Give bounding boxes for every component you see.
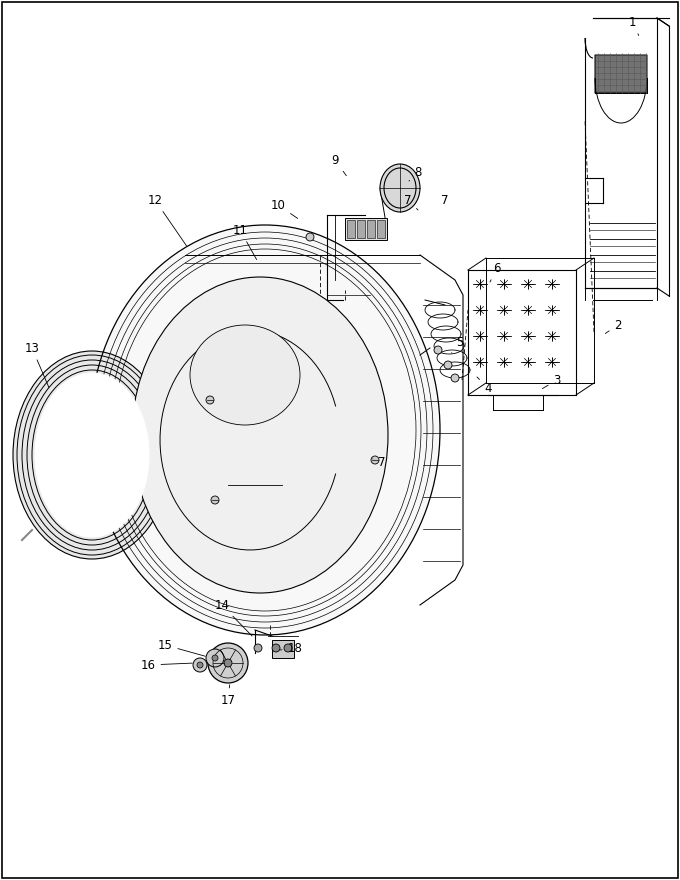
Text: 2: 2 <box>605 319 622 334</box>
Bar <box>357 220 365 238</box>
Circle shape <box>272 644 280 652</box>
Text: 15: 15 <box>158 639 205 656</box>
Text: 3: 3 <box>543 373 561 389</box>
Ellipse shape <box>212 655 218 661</box>
Circle shape <box>434 346 442 354</box>
Ellipse shape <box>208 643 248 683</box>
Circle shape <box>211 496 219 504</box>
Text: 10: 10 <box>271 199 298 218</box>
Text: 14: 14 <box>214 598 252 636</box>
Ellipse shape <box>224 659 232 667</box>
Ellipse shape <box>90 225 440 635</box>
Text: 7: 7 <box>441 194 449 207</box>
Circle shape <box>306 233 314 241</box>
Text: 9: 9 <box>331 153 346 176</box>
Bar <box>347 220 355 238</box>
Bar <box>272 640 294 658</box>
Ellipse shape <box>35 373 149 537</box>
Ellipse shape <box>197 662 203 668</box>
FancyBboxPatch shape <box>595 55 647 93</box>
Ellipse shape <box>132 277 388 593</box>
Text: 18: 18 <box>280 642 303 655</box>
Ellipse shape <box>206 649 224 667</box>
Ellipse shape <box>380 164 420 212</box>
Bar <box>377 220 385 238</box>
Circle shape <box>444 361 452 369</box>
Ellipse shape <box>193 658 207 672</box>
Text: 11: 11 <box>233 224 256 260</box>
Text: 5: 5 <box>452 335 464 353</box>
Text: 4: 4 <box>477 377 492 394</box>
Text: 8: 8 <box>409 165 422 181</box>
Circle shape <box>371 456 379 464</box>
Circle shape <box>284 644 292 652</box>
Text: 16: 16 <box>141 658 192 671</box>
Circle shape <box>206 396 214 404</box>
Circle shape <box>451 374 459 382</box>
Text: 17: 17 <box>220 685 235 707</box>
Text: 13: 13 <box>24 341 49 387</box>
Text: 7: 7 <box>373 456 386 468</box>
Text: 6: 6 <box>490 261 500 282</box>
Circle shape <box>254 644 262 652</box>
Text: 7: 7 <box>404 194 418 210</box>
Bar <box>367 220 375 238</box>
Text: 1: 1 <box>628 16 639 35</box>
Ellipse shape <box>13 351 171 559</box>
Ellipse shape <box>190 325 300 425</box>
Text: 12: 12 <box>148 194 186 246</box>
Bar <box>345 218 387 240</box>
